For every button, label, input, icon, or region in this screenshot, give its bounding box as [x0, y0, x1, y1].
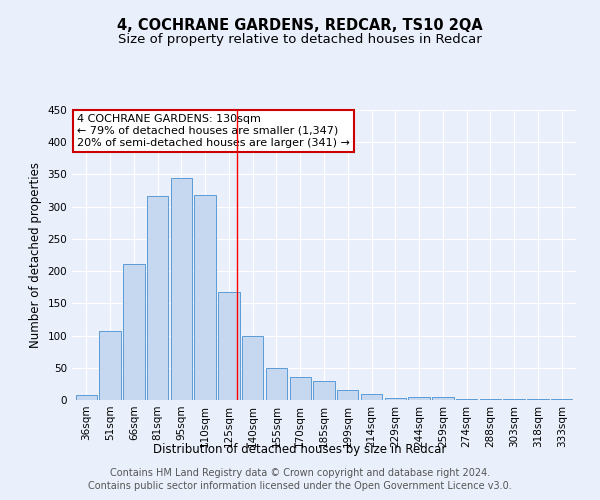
Bar	[432, 398, 454, 400]
Bar	[123, 264, 145, 400]
Bar	[266, 368, 287, 400]
Bar	[290, 377, 311, 400]
Text: Size of property relative to detached houses in Redcar: Size of property relative to detached ho…	[118, 32, 482, 46]
Bar	[218, 292, 239, 400]
Bar	[456, 398, 478, 400]
Text: 4 COCHRANE GARDENS: 130sqm
← 79% of detached houses are smaller (1,347)
20% of s: 4 COCHRANE GARDENS: 130sqm ← 79% of deta…	[77, 114, 350, 148]
Bar	[409, 397, 430, 400]
Bar	[194, 195, 216, 400]
Bar	[361, 394, 382, 400]
Text: Distribution of detached houses by size in Redcar: Distribution of detached houses by size …	[154, 442, 446, 456]
Bar	[337, 390, 358, 400]
Y-axis label: Number of detached properties: Number of detached properties	[29, 162, 42, 348]
Bar	[242, 336, 263, 400]
Bar	[147, 196, 168, 400]
Bar	[170, 178, 192, 400]
Text: Contains HM Land Registry data © Crown copyright and database right 2024.: Contains HM Land Registry data © Crown c…	[110, 468, 490, 477]
Bar	[100, 331, 121, 400]
Bar	[385, 398, 406, 400]
Bar	[76, 396, 97, 400]
Bar	[313, 382, 335, 400]
Text: 4, COCHRANE GARDENS, REDCAR, TS10 2QA: 4, COCHRANE GARDENS, REDCAR, TS10 2QA	[117, 18, 483, 32]
Text: Contains public sector information licensed under the Open Government Licence v3: Contains public sector information licen…	[88, 481, 512, 491]
